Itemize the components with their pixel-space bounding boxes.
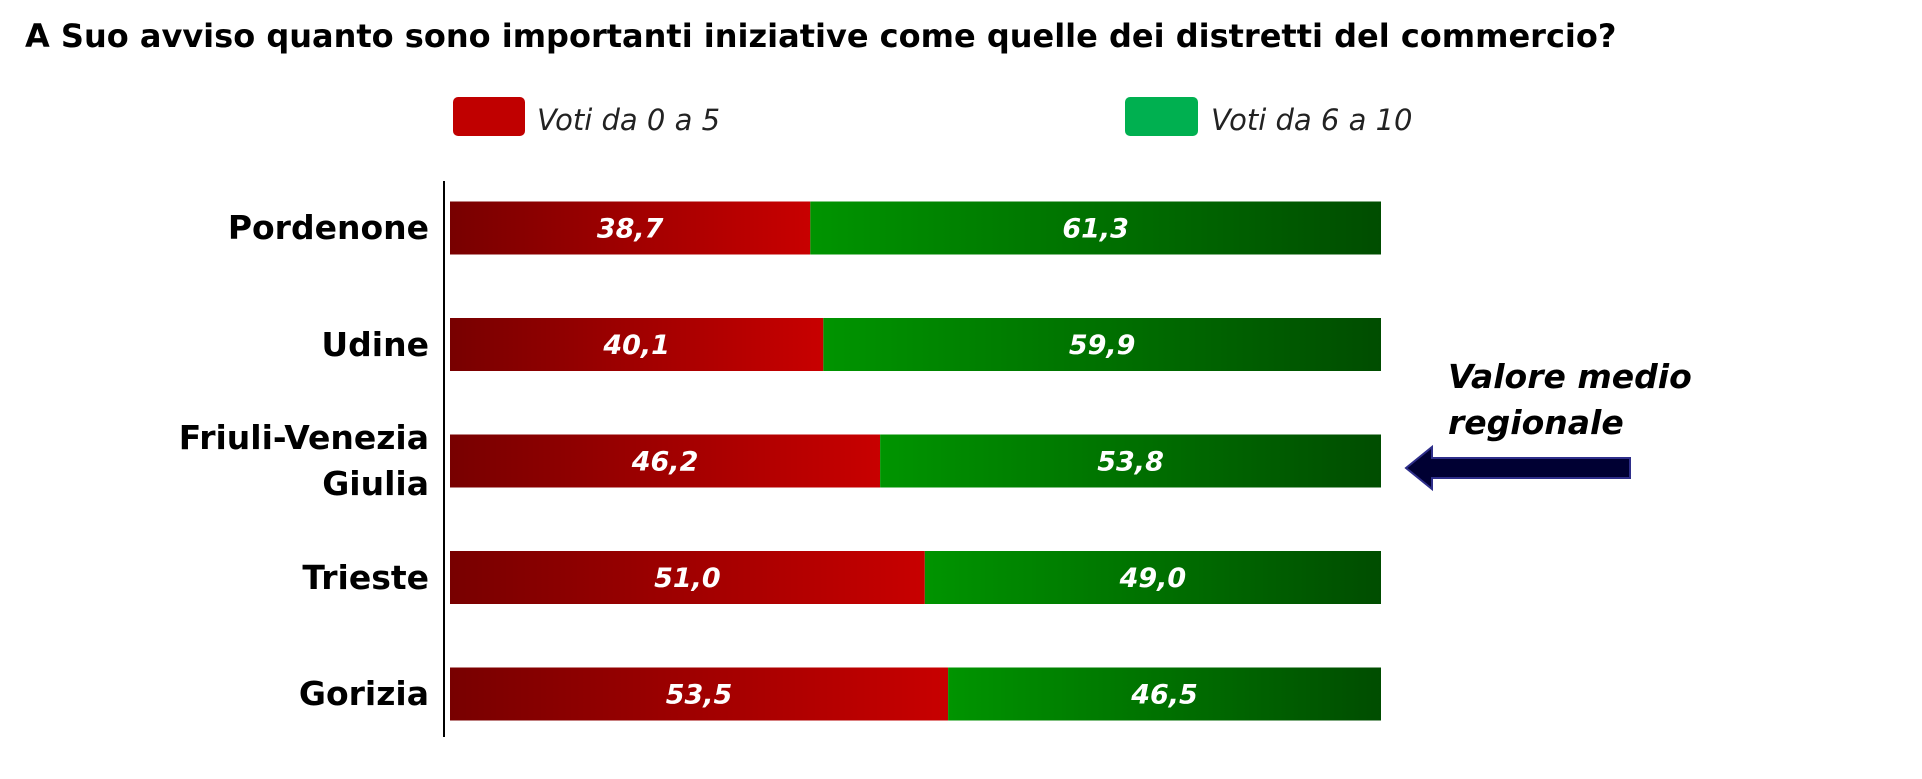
bar-segment <box>810 201 1381 255</box>
value-label: 51,0 <box>654 563 721 594</box>
bar-segment <box>450 201 811 255</box>
category-label: Udine <box>321 324 429 364</box>
bar-segment <box>450 434 881 488</box>
legend-swatch <box>1125 97 1198 136</box>
legend-swatch <box>453 97 525 136</box>
value-label: 38,7 <box>597 214 664 245</box>
value-label: 40,1 <box>602 330 670 361</box>
bar-segment <box>924 551 1381 604</box>
category-label: Gorizia <box>298 674 429 713</box>
category-label: Pordenone <box>227 208 429 247</box>
annotation: Valore medio regionale <box>1448 357 1692 442</box>
bar-segment <box>823 318 1381 371</box>
value-label: 61,3 <box>1062 214 1129 245</box>
category-label: Friuli-Venezia Giulia <box>178 418 429 503</box>
value-label: 46,2 <box>631 447 699 478</box>
arrow <box>1404 444 1631 492</box>
bar-segment <box>450 667 949 721</box>
bar-segment <box>948 667 1381 721</box>
category-label: Trieste <box>302 557 429 597</box>
value-label: 49,0 <box>1119 563 1187 594</box>
bar-segment <box>450 318 824 371</box>
legend-label: Voti da 0 a 5 <box>537 103 720 137</box>
value-label: 53,5 <box>666 680 733 711</box>
value-label: 59,9 <box>1069 330 1136 361</box>
chart-title: A Suo avviso quanto sono importanti iniz… <box>25 17 1616 55</box>
bar-segment <box>880 434 1381 488</box>
bar-segment <box>450 551 925 604</box>
legend-label: Voti da 6 a 10 <box>1211 103 1413 137</box>
value-label: 46,5 <box>1130 680 1198 711</box>
value-label: 53,8 <box>1097 447 1164 478</box>
